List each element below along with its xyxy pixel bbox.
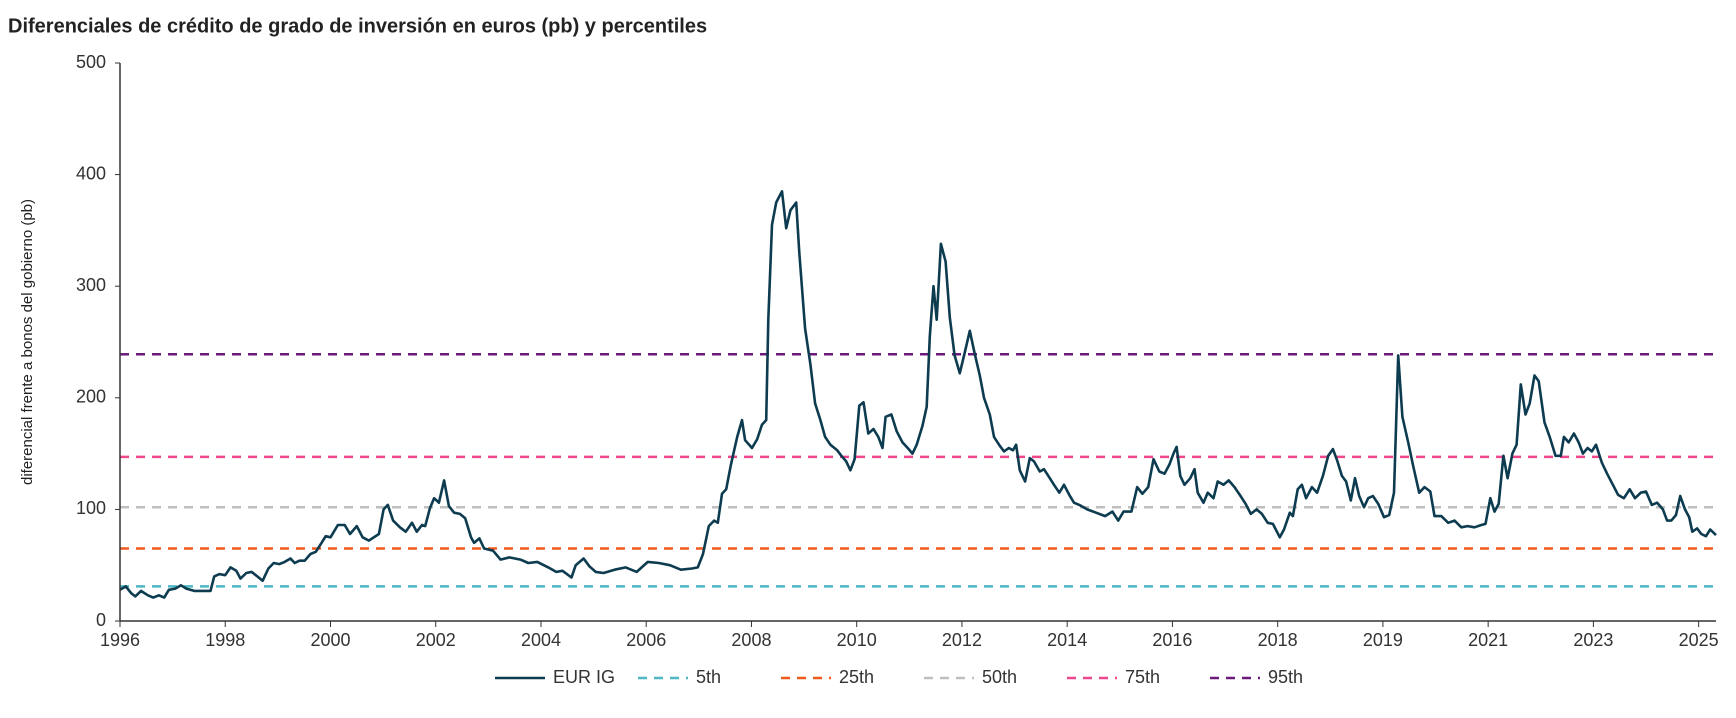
- x-tick-label: 2008: [731, 630, 771, 650]
- x-tick-label: 2023: [1573, 630, 1613, 650]
- x-tick-label: 2019: [1363, 630, 1403, 650]
- x-tick-label: 2006: [626, 630, 666, 650]
- x-tick-label: 2018: [1258, 630, 1298, 650]
- x-tick-label: 2025: [1679, 630, 1719, 650]
- x-tick-label: 2004: [521, 630, 561, 650]
- legend-label: 25th: [839, 667, 874, 687]
- x-tick-label: 2010: [837, 630, 877, 650]
- x-tick-label: 2014: [1047, 630, 1087, 650]
- y-tick-label: 0: [96, 610, 106, 630]
- legend-label: 5th: [696, 667, 721, 687]
- x-tick-label: 2016: [1152, 630, 1192, 650]
- y-tick-label: 200: [76, 387, 106, 407]
- legend-label: 75th: [1125, 667, 1160, 687]
- data-line: [119, 190, 1717, 599]
- y-tick-label: 500: [76, 52, 106, 72]
- y-tick-label: 100: [76, 498, 106, 518]
- legend-label: 95th: [1268, 667, 1303, 687]
- y-tick-label: 400: [76, 163, 106, 183]
- x-tick-label: 2021: [1468, 630, 1508, 650]
- x-tick-label: 1996: [100, 630, 140, 650]
- y-axis-label: diferencial frente a bonos del gobierno …: [19, 199, 36, 485]
- x-tick-label: 1998: [205, 630, 245, 650]
- y-tick-label: 300: [76, 275, 106, 295]
- legend-label: 50th: [982, 667, 1017, 687]
- x-tick-label: 2002: [416, 630, 456, 650]
- x-tick-label: 2000: [310, 630, 350, 650]
- legend-label: EUR IG: [553, 667, 615, 687]
- x-tick-label: 2012: [942, 630, 982, 650]
- chart-title: Diferenciales de crédito de grado de inv…: [8, 15, 707, 37]
